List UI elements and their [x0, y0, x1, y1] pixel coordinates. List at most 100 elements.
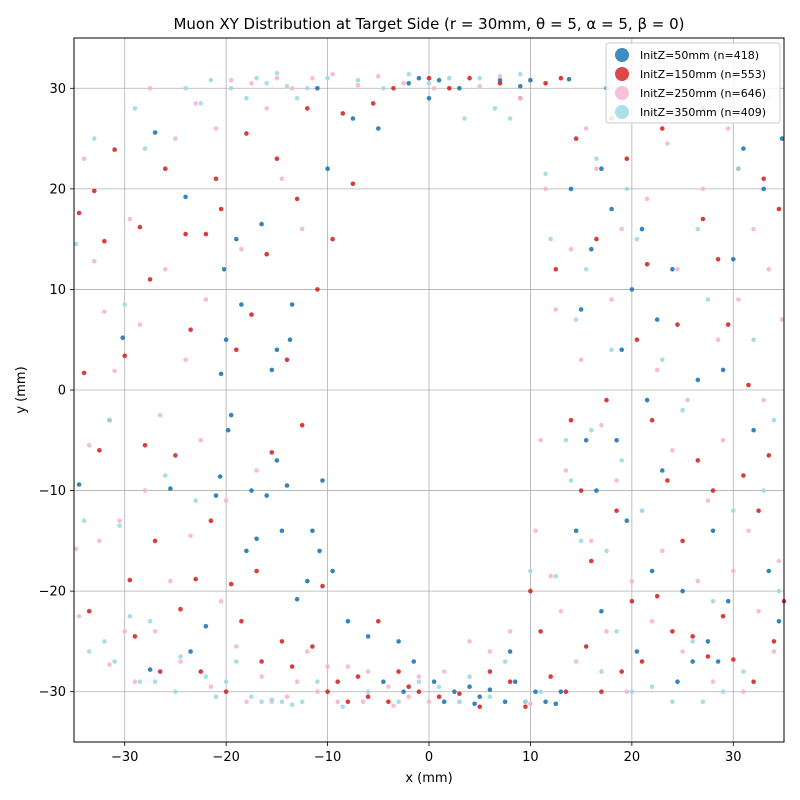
- data-point: [538, 689, 543, 694]
- data-point: [310, 75, 315, 81]
- x-tick-label: −30: [111, 750, 138, 765]
- data-point: [507, 116, 513, 121]
- data-point: [168, 486, 173, 491]
- data-point: [107, 662, 112, 667]
- data-point: [629, 578, 635, 584]
- data-point: [665, 141, 670, 146]
- data-point: [690, 639, 695, 644]
- data-point: [269, 697, 275, 703]
- data-point: [725, 126, 731, 131]
- data-point: [254, 75, 259, 81]
- data-point: [771, 639, 777, 644]
- data-point: [533, 528, 538, 534]
- data-point: [779, 317, 785, 322]
- data-point: [386, 684, 391, 689]
- data-point: [604, 397, 609, 403]
- data-point: [203, 231, 209, 237]
- data-point: [680, 538, 685, 544]
- data-point: [487, 694, 493, 699]
- data-point: [436, 684, 442, 689]
- data-point: [325, 75, 330, 81]
- data-point: [477, 75, 483, 81]
- data-point: [137, 322, 143, 327]
- data-point: [147, 86, 153, 91]
- data-point: [147, 667, 153, 672]
- data-point: [568, 417, 574, 423]
- x-ticks: −30 −20 −10 0 10 20 30: [111, 742, 742, 765]
- data-point: [234, 347, 239, 353]
- data-point: [330, 71, 335, 77]
- data-point: [467, 674, 472, 679]
- data-point: [239, 302, 244, 307]
- data-point: [518, 71, 523, 77]
- data-point: [619, 669, 624, 674]
- data-point: [239, 246, 244, 252]
- data-point: [264, 106, 270, 111]
- data-point: [629, 598, 635, 604]
- data-point: [497, 73, 503, 79]
- data-point: [771, 649, 777, 654]
- data-point: [221, 267, 227, 272]
- data-point: [563, 689, 569, 694]
- data-point: [391, 703, 396, 709]
- data-point: [710, 488, 716, 493]
- data-point: [660, 357, 665, 363]
- data-point: [289, 302, 295, 307]
- data-point: [365, 634, 371, 639]
- legend-marker: [615, 86, 629, 100]
- data-point: [122, 629, 127, 634]
- data-point: [639, 508, 645, 513]
- data-point: [629, 287, 635, 292]
- data-point: [391, 86, 396, 91]
- data-point: [634, 337, 640, 343]
- x-tick-label: 10: [522, 750, 539, 765]
- data-point: [244, 699, 249, 705]
- data-point: [583, 267, 589, 272]
- data-point: [528, 701, 533, 707]
- data-point: [259, 221, 264, 227]
- data-point: [609, 206, 614, 212]
- data-point: [350, 181, 356, 187]
- data-point: [639, 226, 645, 232]
- data-point: [218, 206, 224, 212]
- data-point: [548, 573, 553, 579]
- data-point: [695, 578, 701, 584]
- data-point: [381, 679, 386, 684]
- data-point: [751, 679, 756, 684]
- data-point: [81, 518, 87, 523]
- data-point: [700, 186, 706, 192]
- data-point: [228, 86, 234, 91]
- data-point: [137, 679, 143, 684]
- data-point: [573, 528, 579, 534]
- data-point: [122, 353, 127, 359]
- data-point: [289, 86, 295, 91]
- data-point: [426, 699, 432, 705]
- data-point: [477, 704, 483, 710]
- data-point: [518, 96, 523, 101]
- data-point: [609, 297, 614, 302]
- data-point: [188, 327, 193, 333]
- data-point: [477, 694, 483, 699]
- data-point: [751, 337, 756, 343]
- data-point: [264, 493, 270, 498]
- data-point: [624, 186, 630, 192]
- data-point: [259, 699, 264, 705]
- data-point: [142, 488, 148, 493]
- y-tick-label: 20: [49, 182, 66, 197]
- data-point: [289, 664, 295, 669]
- data-point: [228, 581, 234, 587]
- data-point: [147, 619, 153, 624]
- data-point: [249, 488, 254, 493]
- data-point: [756, 508, 761, 513]
- data-point: [654, 317, 660, 322]
- data-point: [604, 629, 609, 634]
- data-point: [614, 629, 619, 634]
- data-point: [766, 453, 772, 458]
- data-point: [117, 518, 122, 523]
- legend: InitZ=50mm (n=418) InitZ=150mm (n=553) Ini…: [605, 42, 781, 124]
- x-tick-label: −20: [212, 750, 239, 765]
- data-point: [335, 699, 341, 705]
- data-point: [710, 598, 716, 604]
- data-point: [142, 146, 148, 151]
- data-point: [649, 684, 655, 689]
